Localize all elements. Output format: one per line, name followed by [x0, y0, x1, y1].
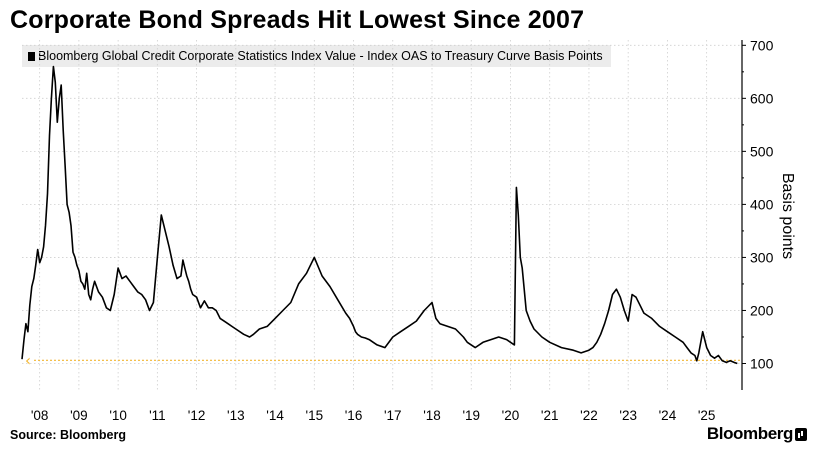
- gridlines: [22, 40, 740, 390]
- y-tick-label: 600: [750, 90, 774, 106]
- y-tick-label: 100: [750, 355, 774, 371]
- x-tick-label: '18: [423, 408, 441, 423]
- x-tick-label: '15: [306, 408, 324, 423]
- x-tick-label: '22: [580, 408, 598, 423]
- legend-swatch: [28, 52, 35, 61]
- y-axis-label: Basis points: [779, 173, 796, 259]
- brand-logo: Bloomberg: [706, 424, 794, 443]
- x-tick-label: '25: [698, 408, 716, 423]
- x-tick-label: '20: [502, 408, 520, 423]
- x-tick-label: '19: [462, 408, 480, 423]
- x-tick-label: '23: [619, 408, 637, 423]
- x-tick-label: '12: [188, 408, 206, 423]
- x-tick-label: '17: [384, 408, 402, 423]
- source-note: Source: Bloomberg: [10, 428, 126, 442]
- current-level-arrow-icon: ‹: [25, 351, 31, 369]
- x-tick-label: '16: [345, 408, 363, 423]
- y-axis: 100 200 300 400 500 600 700: [741, 37, 774, 390]
- y-tick-label: 500: [750, 143, 774, 159]
- x-tick-label: '24: [659, 408, 677, 423]
- y-tick-label: 400: [750, 196, 774, 212]
- y-tick-label: 200: [750, 302, 774, 318]
- x-tick-label: '11: [149, 408, 166, 423]
- x-tick-label: '14: [266, 408, 284, 423]
- series-line: [21, 65, 738, 365]
- legend: Bloomberg Global Credit Corporate Statis…: [22, 45, 611, 67]
- chart-title: Corporate Bond Spreads Hit Lowest Since …: [10, 6, 585, 34]
- x-tick-label: '21: [541, 408, 559, 423]
- x-tick-label: '08: [31, 408, 49, 423]
- x-tick-label: '13: [227, 408, 245, 423]
- x-axis: '08 '09 '10 '11 '12 '13 '14 '15 '16 '17 '18 '19 '20 '…: [31, 408, 716, 423]
- bloomberg-terminal-icon: [795, 428, 807, 441]
- x-tick-label: '09: [70, 408, 88, 423]
- y-tick-label: 700: [750, 37, 774, 53]
- legend-label: Bloomberg Global Credit Corporate Statis…: [38, 49, 603, 63]
- y-tick-label: 300: [750, 249, 774, 265]
- x-tick-label: '10: [109, 408, 127, 423]
